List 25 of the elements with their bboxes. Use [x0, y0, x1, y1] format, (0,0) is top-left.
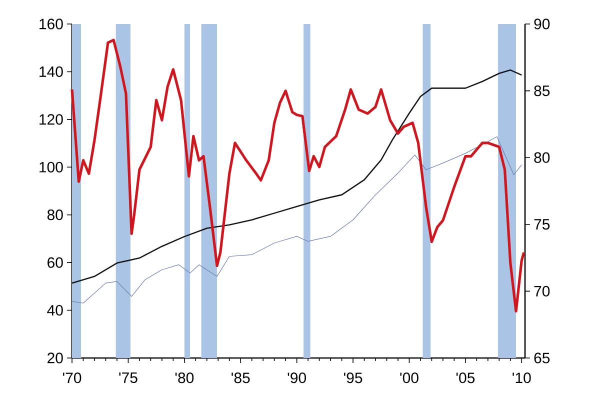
y2-tick-label: 85 — [534, 85, 550, 96]
x-tick-label: '05 — [456, 372, 475, 384]
y2-tick-label: 65 — [534, 352, 550, 364]
x-tick-label: '95 — [344, 372, 362, 384]
line-series — [70, 38, 526, 313]
x-tick-label: '85 — [232, 372, 250, 384]
y2-tick-label: 70 — [534, 286, 550, 297]
y-tick-label: 120 — [40, 114, 63, 125]
y-tick-label: 20 — [48, 352, 63, 364]
line-series — [72, 136, 522, 304]
y-tick-label: 160 — [40, 18, 63, 30]
x-tick-label: '80 — [175, 372, 194, 384]
y-tick-label: 60 — [48, 257, 63, 268]
x-tick-label: '75 — [119, 372, 138, 383]
y2-tick-label: 80 — [534, 152, 550, 163]
y2-tick-label: 75 — [534, 219, 550, 230]
x-tick-label: '70 — [62, 372, 82, 384]
y-tick-label: 140 — [40, 66, 63, 78]
y2-tick-label: 90 — [534, 18, 550, 30]
y-tick-label: 80 — [47, 210, 63, 220]
y-tick-label: 100 — [40, 162, 63, 172]
x-tick-label: '00 — [400, 372, 418, 384]
x-tick-label: '90 — [288, 372, 306, 384]
x-tick-label: '10 — [512, 372, 531, 384]
y-tick-label: 40 — [47, 304, 63, 316]
